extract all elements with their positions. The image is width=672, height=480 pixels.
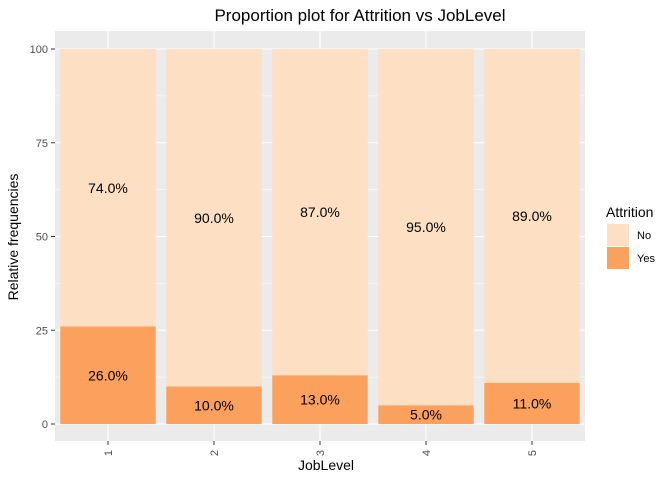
y-tick-label: 0 [42,419,48,431]
x-tick-label: 2 [209,450,221,456]
data-label-no-3: 87.0% [300,204,340,220]
y-tick-label: 75 [36,138,48,150]
legend: Attrition No Yes [606,204,655,269]
y-tick-label: 50 [36,232,48,244]
data-label-no-4: 95.0% [406,219,446,235]
y-tick-label: 100 [30,44,48,56]
legend-label-yes: Yes [637,253,655,265]
data-label-no-5: 89.0% [512,208,552,224]
y-axis-title: Relative frequencies [5,174,21,301]
bars [60,49,580,424]
data-label-yes-5: 11.0% [513,395,552,411]
legend-label-no: No [637,230,651,242]
data-label-yes-3: 13.0% [300,392,340,408]
bar-no-1 [60,49,156,327]
bar-yes-2 [166,386,262,424]
legend-key-no [607,224,629,246]
data-labels: 26.0% 74.0% 10.0% 90.0% 13.0% 87.0% 5.0% 95.0% 1… [88,180,552,423]
legend-title: Attrition [606,204,653,220]
legend-key-yes [607,247,629,269]
bar-yes-5 [484,382,580,424]
bar-yes-4 [378,405,474,424]
bar-no-5 [484,49,580,383]
data-label-no-2: 90.0% [194,210,234,226]
x-axis: 1 2 3 4 5 [103,441,539,456]
x-tick-label: 5 [527,450,539,456]
bar-no-2 [166,49,262,387]
y-axis: 0 25 50 75 100 [30,44,55,431]
data-label-no-1: 74.0% [88,180,128,196]
x-tick-label: 4 [421,450,433,456]
data-label-yes-1: 26.0% [88,367,128,383]
x-tick-label: 1 [103,450,115,456]
bar-no-4 [378,49,474,406]
data-label-yes-4: 5.0% [410,407,442,423]
data-label-yes-2: 10.0% [194,397,234,413]
y-tick-label: 25 [36,325,48,337]
x-axis-title: JobLevel [298,457,354,473]
bar-yes-3 [272,375,368,424]
bar-yes-1 [60,326,156,424]
bar-no-3 [272,49,368,376]
x-tick-label: 3 [315,450,327,456]
chart-title: Proportion plot for Attrition vs JobLeve… [214,6,505,25]
